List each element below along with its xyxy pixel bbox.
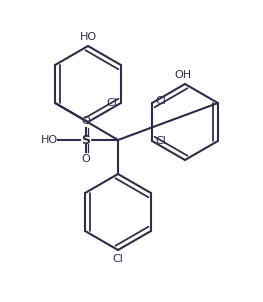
Text: HO: HO (41, 135, 58, 145)
Text: S: S (82, 133, 90, 146)
Text: Cl: Cl (155, 96, 166, 106)
Text: Cl: Cl (106, 98, 117, 108)
Text: HO: HO (79, 32, 97, 42)
Text: O: O (82, 116, 90, 126)
Text: O: O (82, 154, 90, 164)
Text: Cl: Cl (155, 136, 166, 146)
Text: Cl: Cl (113, 254, 123, 264)
Text: OH: OH (174, 70, 191, 80)
